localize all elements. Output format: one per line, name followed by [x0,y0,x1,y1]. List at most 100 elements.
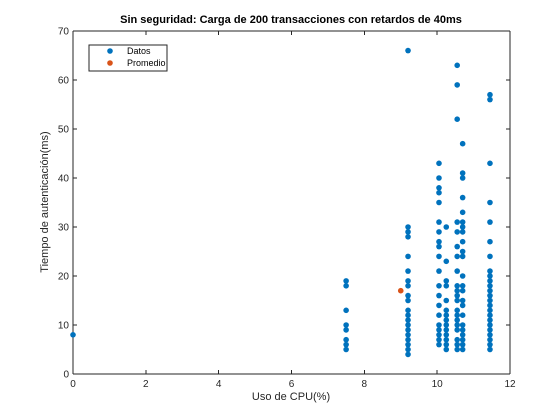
data-point-datos [487,287,493,294]
data-point-datos [405,229,411,235]
data-point-datos [459,229,466,235]
data-point-datos [443,224,450,230]
data-point-datos [487,268,493,274]
data-point-datos [343,336,349,343]
data-point-datos [405,346,411,353]
y-tick-label: 20 [58,272,70,283]
data-point-datos [459,175,466,181]
data-point-datos [405,327,411,333]
x-axis-label: Uso de CPU(%) [252,391,330,403]
data-point-datos [487,238,493,245]
data-point-datos [487,292,493,299]
data-point-datos [487,219,493,225]
data-point-datos [459,170,466,176]
data-point-datos [405,341,411,348]
data-point-datos [436,229,442,235]
data-point-datos [487,312,493,319]
data-point-datos [343,346,349,353]
y-tick-label: 70 [58,27,70,38]
data-point-datos [443,317,450,323]
legend-box [88,44,168,72]
data-point-datos [487,96,493,103]
data-point-datos [436,302,442,309]
y-tick-label: 40 [58,174,70,185]
data-point-datos [436,185,442,191]
data-point-datos [454,346,460,353]
data-point-datos [459,312,466,319]
y-tick-label: 0 [63,370,69,381]
data-point-datos [454,297,460,304]
data-point-datos [459,140,466,147]
data-points [70,47,493,358]
data-point-datos [443,341,450,348]
axes: 0 2 4 6 8 10 12 0 10 20 30 40 50 60 70 [58,27,516,391]
data-point-datos [459,302,466,309]
data-point-datos [405,322,411,328]
data-point-datos [343,341,349,348]
legend-label-promedio: Promedio [127,58,166,68]
data-point-datos [459,194,466,201]
data-point-datos [436,253,442,260]
data-point-datos [436,175,442,181]
data-point-datos [343,327,349,333]
x-tick-label: 2 [143,379,149,390]
data-point-datos [70,332,76,338]
legend-marker-datos [107,48,113,54]
data-point-datos [487,336,493,343]
x-tick-label: 10 [432,379,444,390]
data-point-datos [443,297,450,304]
data-point-datos [459,346,466,353]
data-point-datos [459,341,466,348]
data-point-datos [436,332,442,338]
data-point-datos [454,312,460,319]
data-point-datos [487,253,493,260]
y-tick-label: 10 [58,321,70,332]
data-point-datos [436,243,442,250]
data-point-datos [405,224,411,230]
data-point-datos [405,297,411,304]
data-point-datos [459,283,466,289]
data-point-datos [487,278,493,284]
data-point-datos [487,341,493,348]
data-point-datos [405,47,411,54]
data-point-datos [459,287,466,294]
data-point-datos [405,283,411,289]
data-point-datos [405,312,411,319]
legend: Datos Promedio [88,44,168,72]
data-point-datos [443,346,450,353]
data-point-datos [443,327,450,333]
y-tick-label: 50 [58,125,70,136]
data-point-datos [459,332,466,338]
y-tick-label: 60 [58,76,70,87]
data-point-datos [405,253,411,260]
x-tick-label: 0 [70,379,76,390]
data-point-datos [459,327,466,333]
data-point-datos [436,160,442,167]
data-point-datos [405,317,411,323]
data-point-datos [343,283,349,289]
x-tick-label: 6 [289,379,295,390]
data-point-datos [405,332,411,338]
data-point-datos [405,351,411,358]
data-point-datos [487,160,493,167]
data-point-datos [443,283,450,289]
data-point-datos [405,278,411,284]
data-point-datos [487,317,493,323]
data-point-datos [459,253,466,260]
data-point-datos [459,322,466,328]
legend-marker-promedio [107,60,113,66]
data-point-datos [443,278,450,284]
data-point-datos [459,209,466,216]
data-point-datos [487,332,493,338]
data-point-datos [454,292,460,299]
data-point-datos [487,91,493,98]
x-tick-label: 4 [216,379,222,390]
data-point-datos [487,297,493,304]
data-point-datos [443,307,450,314]
data-point-datos [459,238,466,245]
data-point-datos [459,297,466,304]
data-point-datos [443,312,450,319]
data-point-datos [487,199,493,206]
data-point-promedio [397,287,404,294]
